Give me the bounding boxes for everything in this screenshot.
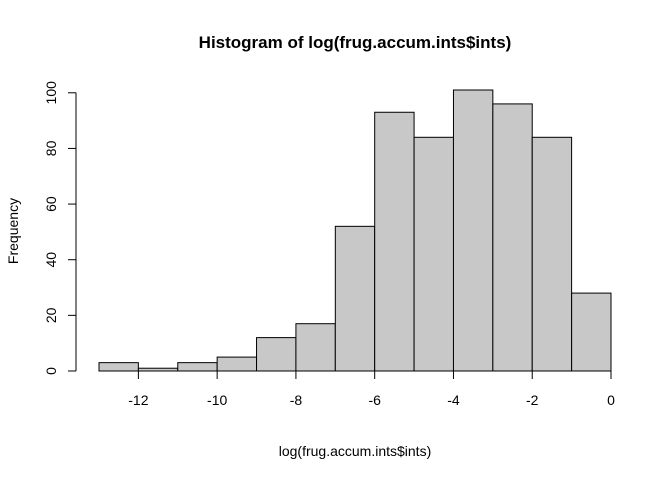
y-tick-label: 20 bbox=[43, 307, 59, 323]
y-tick-label: 80 bbox=[43, 140, 59, 156]
y-tick-label: 0 bbox=[43, 367, 59, 375]
y-axis: 0 20 40 60 80 100 bbox=[43, 81, 77, 375]
histogram-bar-8 bbox=[413, 136, 454, 372]
x-tick-label: -8 bbox=[290, 392, 303, 408]
x-tick-label: -12 bbox=[128, 392, 148, 408]
x-tick-label: -4 bbox=[447, 392, 460, 408]
y-tick-label: 40 bbox=[43, 252, 59, 268]
x-tick-label: -6 bbox=[368, 392, 381, 408]
histogram-bar-3 bbox=[216, 356, 258, 372]
x-tick-label: -2 bbox=[526, 392, 539, 408]
histogram-bar-10 bbox=[492, 103, 533, 372]
y-tick-label: 60 bbox=[43, 196, 59, 212]
histogram-bar-9 bbox=[452, 89, 494, 372]
chart-title: Histogram of log(frug.accum.ints$ints) bbox=[199, 33, 512, 52]
histogram-bar-5 bbox=[295, 323, 336, 372]
histogram-bar-7 bbox=[374, 111, 415, 372]
x-tick-label: -10 bbox=[207, 392, 227, 408]
histogram-bar-12 bbox=[571, 292, 612, 372]
x-axis: -12 -10 -8 -6 -4 -2 0 bbox=[128, 370, 615, 408]
histogram-bar-0 bbox=[98, 362, 139, 372]
bars-group bbox=[98, 89, 612, 372]
y-axis-label: Frequency bbox=[5, 198, 21, 264]
histogram-bar-11 bbox=[531, 136, 573, 372]
histogram-bar-6 bbox=[334, 225, 376, 372]
histogram-bar-2 bbox=[177, 362, 218, 372]
y-tick-label: 100 bbox=[43, 81, 59, 105]
x-axis-label: log(frug.accum.ints$ints) bbox=[279, 443, 432, 459]
x-tick-label: 0 bbox=[607, 392, 615, 408]
histogram-bar-4 bbox=[256, 337, 297, 372]
